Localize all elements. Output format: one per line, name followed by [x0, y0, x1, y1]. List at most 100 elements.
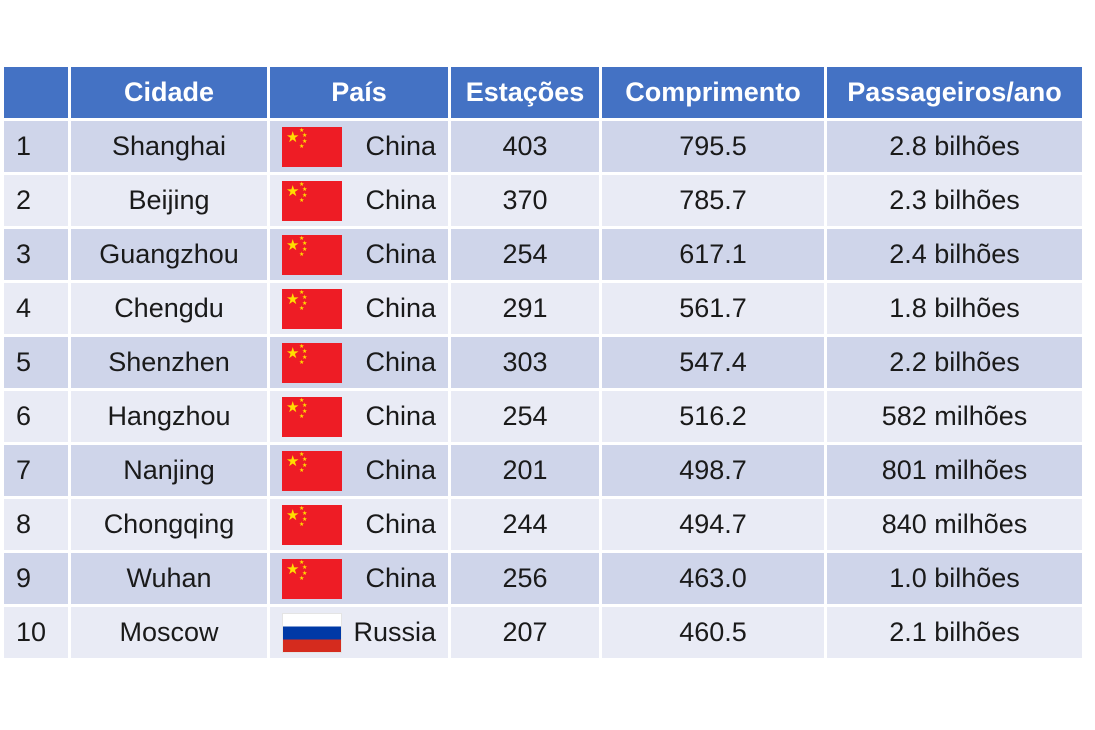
city-cell: Guangzhou	[71, 229, 267, 280]
country-cell-wrapper: ★ ★ ★ ★ ★ China	[270, 175, 448, 226]
country-cell: ★ ★ ★ ★ ★ China	[270, 229, 448, 280]
country-cell-wrapper: ★ ★ ★ ★ ★ China	[270, 283, 448, 334]
china-flag-icon: ★ ★ ★ ★ ★	[282, 396, 342, 437]
table-row: 10 Moscow Russia 207 460.5 2.1 bilhões	[4, 607, 1082, 658]
star-icon: ★	[302, 240, 308, 247]
rank-cell: 4	[4, 283, 68, 334]
length-cell: 498.7	[602, 445, 824, 496]
city-cell: Moscow	[71, 607, 267, 658]
country-cell-wrapper: ★ ★ ★ ★ ★ China	[270, 337, 448, 388]
star-icon: ★	[299, 289, 305, 296]
city-cell: Shenzhen	[71, 337, 267, 388]
table-row: 1 Shanghai ★ ★ ★ ★ ★ China 403 795.5 2.8 bil…	[4, 121, 1082, 172]
country-cell-wrapper: Russia	[270, 607, 448, 658]
table-row: 3 Guangzhou ★ ★ ★ ★ ★ China 254 617.1 2.4 bi…	[4, 229, 1082, 280]
star-icon: ★	[302, 570, 308, 577]
star-icon: ★	[299, 343, 305, 350]
table-row: 4 Chengdu ★ ★ ★ ★ ★ China 291 561.7 1.8 bilh…	[4, 283, 1082, 334]
country-cell: ★ ★ ★ ★ ★ China	[270, 391, 448, 442]
header-country: País	[270, 67, 448, 118]
rank-cell: 3	[4, 229, 68, 280]
star-icon: ★	[299, 467, 305, 474]
stations-cell: 256	[451, 553, 599, 604]
rank-cell: 1	[4, 121, 68, 172]
country-cell: ★ ★ ★ ★ ★ China	[270, 283, 448, 334]
star-icon: ★	[299, 575, 305, 582]
passengers-cell: 2.3 bilhões	[827, 175, 1082, 226]
china-flag-icon: ★ ★ ★ ★ ★	[282, 288, 342, 329]
length-cell: 795.5	[602, 121, 824, 172]
country-name: China	[365, 185, 436, 215]
star-icon: ★	[286, 560, 300, 578]
country-name: China	[365, 293, 436, 323]
table-body: 1 Shanghai ★ ★ ★ ★ ★ China 403 795.5 2.8 bil…	[4, 121, 1082, 658]
passengers-cell: 2.4 bilhões	[827, 229, 1082, 280]
star-icon: ★	[299, 197, 305, 204]
star-icon: ★	[302, 402, 308, 409]
table-row: 5 Shenzhen ★ ★ ★ ★ ★ China 303 547.4 2.2 bil…	[4, 337, 1082, 388]
star-icon: ★	[286, 506, 300, 524]
length-cell: 547.4	[602, 337, 824, 388]
table-row: 8 Chongqing ★ ★ ★ ★ ★ China 244 494.7 840 mi…	[4, 499, 1082, 550]
country-name: China	[365, 239, 436, 269]
length-cell: 617.1	[602, 229, 824, 280]
star-icon: ★	[299, 181, 305, 188]
country-cell: ★ ★ ★ ★ ★ China	[270, 553, 448, 604]
china-flag-icon: ★ ★ ★ ★ ★	[282, 450, 342, 491]
city-cell: Wuhan	[71, 553, 267, 604]
country-cell: ★ ★ ★ ★ ★ China	[270, 499, 448, 550]
length-cell: 463.0	[602, 553, 824, 604]
star-icon: ★	[286, 398, 300, 416]
passengers-cell: 1.8 bilhões	[827, 283, 1082, 334]
russia-flag-icon	[282, 612, 342, 653]
star-icon: ★	[302, 564, 308, 571]
rank-cell: 9	[4, 553, 68, 604]
rank-cell: 8	[4, 499, 68, 550]
star-icon: ★	[302, 354, 308, 361]
country-name: China	[365, 401, 436, 431]
stations-cell: 201	[451, 445, 599, 496]
star-icon: ★	[302, 348, 308, 355]
star-icon: ★	[299, 143, 305, 150]
china-flag-icon: ★ ★ ★ ★ ★	[282, 342, 342, 383]
stations-cell: 254	[451, 229, 599, 280]
length-cell: 460.5	[602, 607, 824, 658]
country-name: China	[365, 455, 436, 485]
country-cell: Russia	[270, 607, 448, 658]
star-icon: ★	[302, 510, 308, 517]
star-icon: ★	[302, 192, 308, 199]
country-cell-wrapper: ★ ★ ★ ★ ★ China	[270, 121, 448, 172]
table-row: 7 Nanjing ★ ★ ★ ★ ★ China 201 498.7 801 milh…	[4, 445, 1082, 496]
stations-cell: 403	[451, 121, 599, 172]
star-icon: ★	[299, 451, 305, 458]
passengers-cell: 2.1 bilhões	[827, 607, 1082, 658]
passengers-cell: 582 milhões	[827, 391, 1082, 442]
star-icon: ★	[302, 516, 308, 523]
header-length: Comprimento	[602, 67, 824, 118]
star-icon: ★	[302, 300, 308, 307]
star-icon: ★	[302, 408, 308, 415]
star-icon: ★	[286, 182, 300, 200]
star-icon: ★	[299, 413, 305, 420]
passengers-cell: 1.0 bilhões	[827, 553, 1082, 604]
country-cell-wrapper: ★ ★ ★ ★ ★ China	[270, 391, 448, 442]
china-flag-icon: ★ ★ ★ ★ ★	[282, 558, 342, 599]
country-cell-wrapper: ★ ★ ★ ★ ★ China	[270, 553, 448, 604]
star-icon: ★	[302, 294, 308, 301]
stations-cell: 291	[451, 283, 599, 334]
country-cell: ★ ★ ★ ★ ★ China	[270, 175, 448, 226]
passengers-cell: 2.8 bilhões	[827, 121, 1082, 172]
passengers-cell: 801 milhões	[827, 445, 1082, 496]
length-cell: 494.7	[602, 499, 824, 550]
stations-cell: 254	[451, 391, 599, 442]
star-icon: ★	[299, 127, 305, 134]
table-header-row: Cidade País Estações Comprimento Passage…	[4, 67, 1082, 118]
china-flag-icon: ★ ★ ★ ★ ★	[282, 504, 342, 545]
header-stations: Estações	[451, 67, 599, 118]
star-icon: ★	[302, 246, 308, 253]
header-rank	[4, 67, 68, 118]
rank-cell: 5	[4, 337, 68, 388]
table-row: 2 Beijing ★ ★ ★ ★ ★ China 370 785.7 2.3 bilh…	[4, 175, 1082, 226]
length-cell: 516.2	[602, 391, 824, 442]
header-passengers: Passageiros/ano	[827, 67, 1082, 118]
